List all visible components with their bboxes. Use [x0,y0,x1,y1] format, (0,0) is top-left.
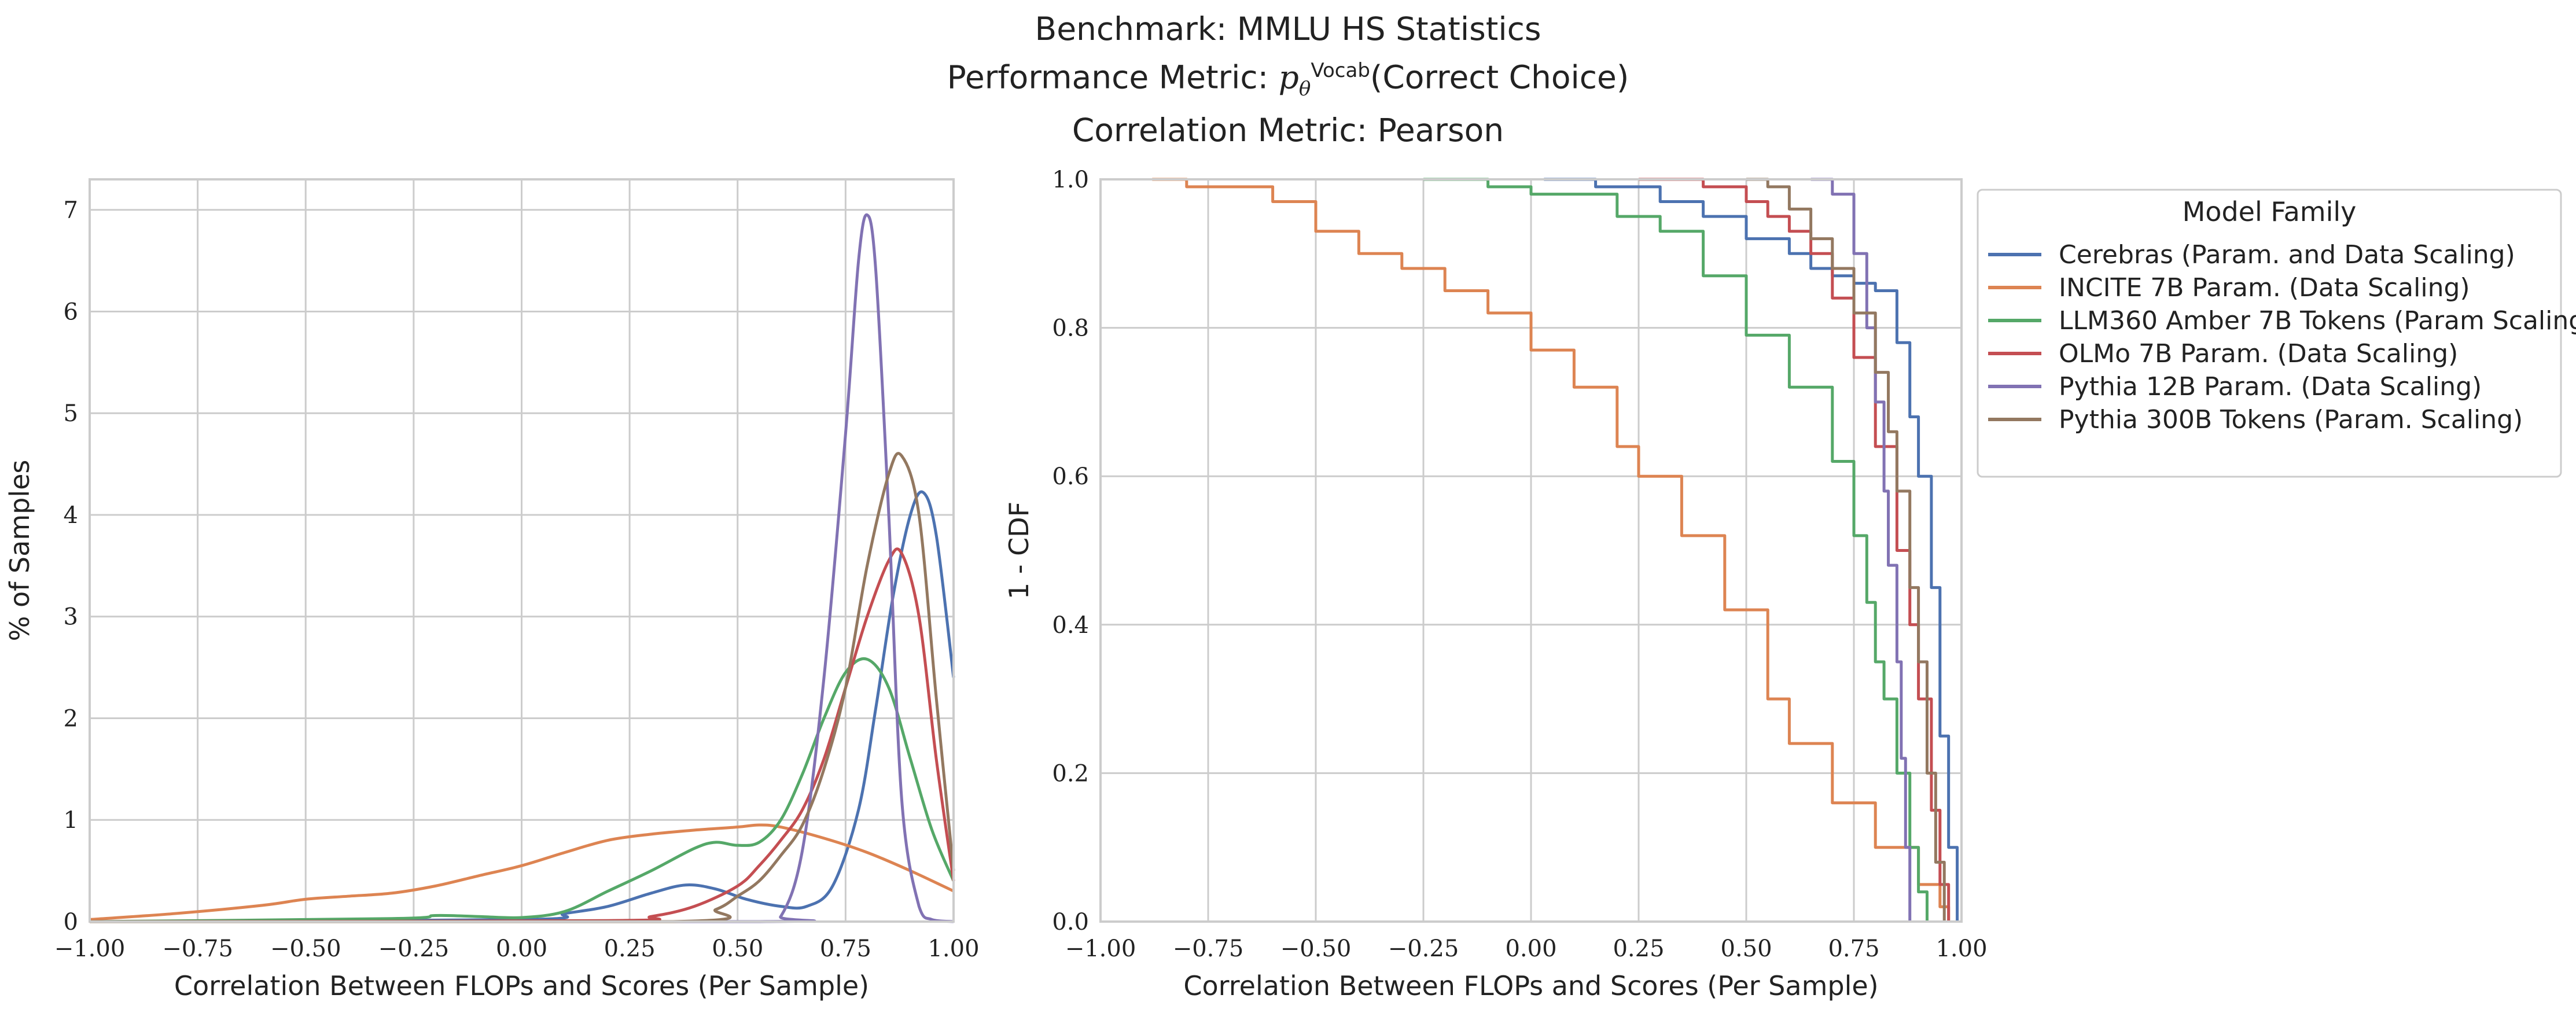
title-performance-metric: Performance Metric: pθVocab(Correct Choi… [0,50,2576,109]
x-tick-label: 0.25 [604,935,656,962]
series-line-llm360 [1423,178,1929,922]
x-tick-label: 1.00 [1935,935,1987,962]
series-line-llm360 [89,657,955,923]
series-line-pythia12b [1810,178,1912,922]
y-tick-label: 6 [64,299,78,325]
y-tick-label: 0 [64,909,78,935]
y-tick-label: 1.0 [1052,167,1089,193]
y-tick-label: 1 [64,807,78,834]
title-correlation-metric: Correlation Metric: Pearson [1072,112,1504,149]
title-metric-suffix: (Correct Choice) [1370,58,1629,96]
y-tick-label: 4 [64,502,78,529]
series-line-olmo [89,547,955,923]
legend-entry-pythia12b: Pythia 12B Param. (Data Scaling) [2059,372,2482,402]
legend-entry-olmo: OLMo 7B Param. (Data Scaling) [2059,339,2458,369]
legend-entry-pythia300b: Pythia 300B Tokens (Param. Scaling) [2059,405,2523,434]
series-line-cerebras [89,490,955,923]
legend: Model Family Cerebras (Param. and Data Sc… [1977,189,2576,478]
plot-kde: −1.00 −0.75 −0.50 −0.25 0.00 0.25 0.50 0.75 1.00… [4,178,980,1001]
x-axis-label: Correlation Between FLOPs and Scores (Pe… [174,970,869,1001]
x-axis-label: Correlation Between FLOPs and Scores (Pe… [1183,970,1878,1001]
x-tick-label: 0.50 [712,935,763,962]
y-tick-label: 7 [64,197,78,224]
plot-frame [1099,178,1963,923]
x-tick-label: −1.00 [54,935,126,962]
series-line-pythia300b [1746,178,1946,922]
x-tick-label: −0.25 [378,935,450,962]
y-tick-label: 5 [64,400,78,427]
x-tick-label: 0.00 [496,935,547,962]
x-tick-label: 0.50 [1720,935,1772,962]
legend-frame [1977,189,2562,478]
y-tick-label: 2 [64,705,78,732]
series-line-incite [1152,178,1951,922]
y-axis-label: % of Samples [4,460,35,642]
plot-cdf: −1.00 −0.75 −0.50 −0.25 0.00 0.25 0.50 0.75 1.00… [1003,167,1988,1001]
y-tick-label: 0.0 [1052,909,1089,935]
x-tick-label: −0.50 [270,935,341,962]
figure-title: Benchmark: MMLU HS Statistics Performanc… [0,8,2576,151]
x-tick-label: 0.00 [1505,935,1556,962]
x-tick-label: 1.00 [928,935,979,962]
x-tick-label: −1.00 [1065,935,1136,962]
legend-entry-cerebras: Cerebras (Param. and Data Scaling) [2059,240,2515,270]
y-tick-label: 3 [64,604,78,631]
y-tick-label: 0.2 [1052,760,1089,787]
x-tick-label: −0.75 [162,935,233,962]
x-tick-label: −0.75 [1173,935,1244,962]
x-tick-label: −0.25 [1388,935,1459,962]
x-tick-label: 0.25 [1613,935,1664,962]
legend-entry-incite: INCITE 7B Param. (Data Scaling) [2059,273,2470,303]
title-metric-superscript: Vocab [1311,59,1370,82]
plot-frame [89,178,955,923]
title-metric-prefix: Performance Metric: [947,58,1279,96]
y-tick-label: 0.4 [1052,612,1089,639]
title-metric-subscript: θ [1298,77,1311,101]
title-metric-symbol: p [1278,58,1299,96]
x-tick-label: −0.50 [1280,935,1352,962]
legend-entry-llm360: LLM360 Amber 7B Tokens (Param Scaling) [2059,306,2576,336]
legend-title: Model Family [2183,196,2357,227]
x-tick-label: 0.75 [820,935,871,962]
series-line-incite [89,823,955,921]
title-benchmark: Benchmark: MMLU HS Statistics [1035,10,1541,47]
y-axis-label: 1 - CDF [1003,502,1035,599]
series-line-olmo [1639,178,1951,922]
y-tick-label: 0.8 [1052,315,1089,342]
y-tick-label: 0.6 [1052,463,1089,490]
x-tick-label: 0.75 [1828,935,1879,962]
series-line-cerebras [1544,178,1959,922]
